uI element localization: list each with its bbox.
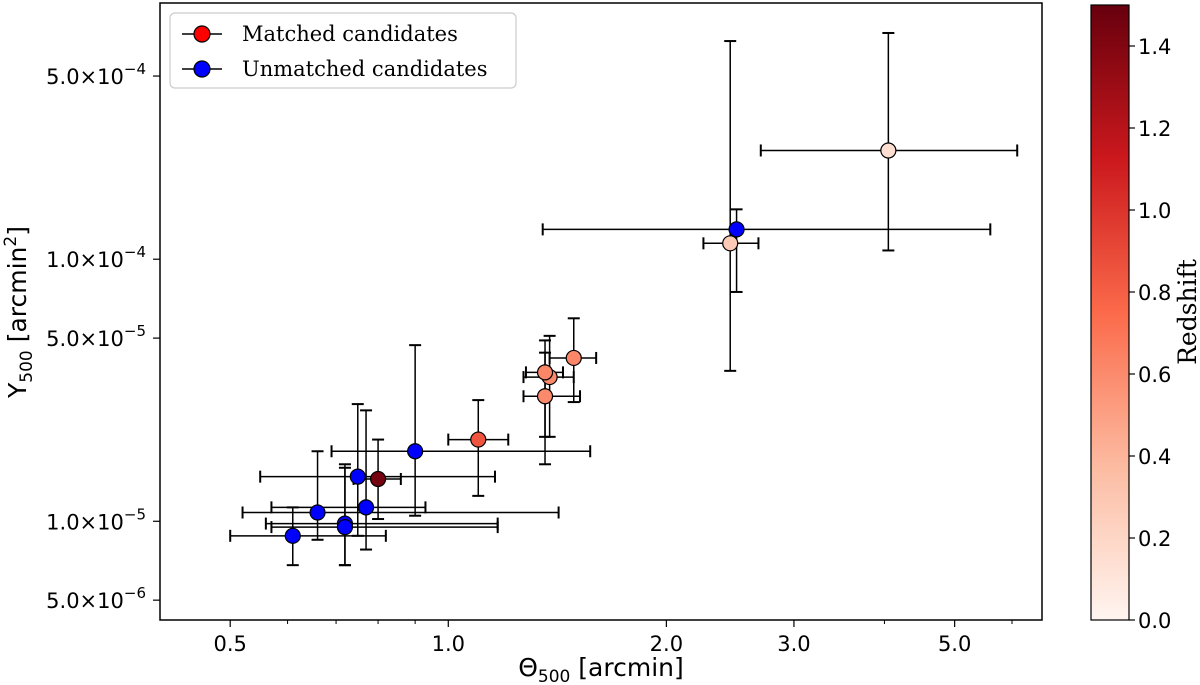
data-point-unmatched-3	[357, 499, 375, 516]
legend: Matched candidates Unmatched candidates	[169, 12, 517, 89]
legend-marker-matched	[193, 25, 211, 43]
colorbar-tick-label-6: 1.2	[1138, 117, 1171, 141]
data-point-matched-5	[536, 388, 554, 405]
colorbar-ticks: 0.0 0.2 0.4 0.6 0.8 1.0 1.2 1.4	[1129, 35, 1171, 633]
colorbar-tick-label-0: 0.0	[1138, 609, 1171, 633]
legend-box	[169, 12, 517, 89]
x-tick-label-3: 3.0	[777, 632, 810, 656]
data-point-unmatched-7	[284, 527, 301, 544]
colorbar-tick-label-4: 0.8	[1138, 281, 1171, 305]
y-tick-label-0: 5.0×10−6	[46, 584, 146, 613]
y-tick-label-4: 5.0×10−4	[46, 60, 146, 89]
colorbar	[1090, 4, 1130, 621]
y-axis: 5.0×10−6 1.0×10−5 5.0×10−5 1.0×10−4 5.0×10−4	[46, 60, 160, 613]
data-point-unmatched-2	[349, 468, 366, 485]
colorbar-tick-label-5: 1.0	[1138, 199, 1171, 223]
colorbar-tick-label-1: 0.2	[1138, 527, 1171, 551]
y-tick-label-1: 1.0×10−5	[46, 505, 146, 534]
x-tick-label-1: 1.0	[432, 632, 465, 656]
data-point-unmatched-6	[336, 519, 354, 536]
legend-label-unmatched: Unmatched candidates	[242, 57, 488, 81]
data-point-matched-6	[470, 431, 487, 448]
x-axis: 0.5 1.0 2.0 3.0 5.0	[214, 620, 1013, 656]
x-axis-label: Θ500 [arcmin]	[518, 653, 684, 685]
data-point-unmatched-0	[728, 221, 745, 238]
legend-marker-unmatched	[193, 60, 211, 78]
plot-area	[159, 2, 1043, 621]
data-points	[284, 142, 897, 544]
x-tick-label-0: 0.5	[214, 632, 247, 656]
y-tick-label-2: 5.0×10−5	[46, 322, 146, 351]
data-point-unmatched-1	[407, 443, 424, 460]
colorbar-tick-label-2: 0.4	[1138, 445, 1171, 469]
colorbar-label: Redshift	[1173, 259, 1200, 365]
colorbar-tick-label-7: 1.4	[1138, 35, 1171, 59]
y-tick-label-3: 1.0×10−4	[46, 243, 146, 272]
data-point-matched-2	[565, 349, 582, 367]
data-point-matched-7	[369, 470, 387, 488]
x-tick-label-4: 5.0	[938, 632, 971, 656]
data-point-matched-4	[536, 364, 554, 381]
y-axis-label: Y500 [arcmin2]	[1, 226, 37, 399]
data-point-matched-0	[880, 142, 897, 159]
data-point-matched-1	[722, 235, 739, 252]
legend-label-matched: Matched candidates	[242, 22, 458, 46]
data-point-unmatched-4	[309, 504, 326, 521]
x-tick-label-2: 2.0	[650, 632, 683, 656]
colorbar-tick-label-3: 0.6	[1138, 363, 1171, 387]
